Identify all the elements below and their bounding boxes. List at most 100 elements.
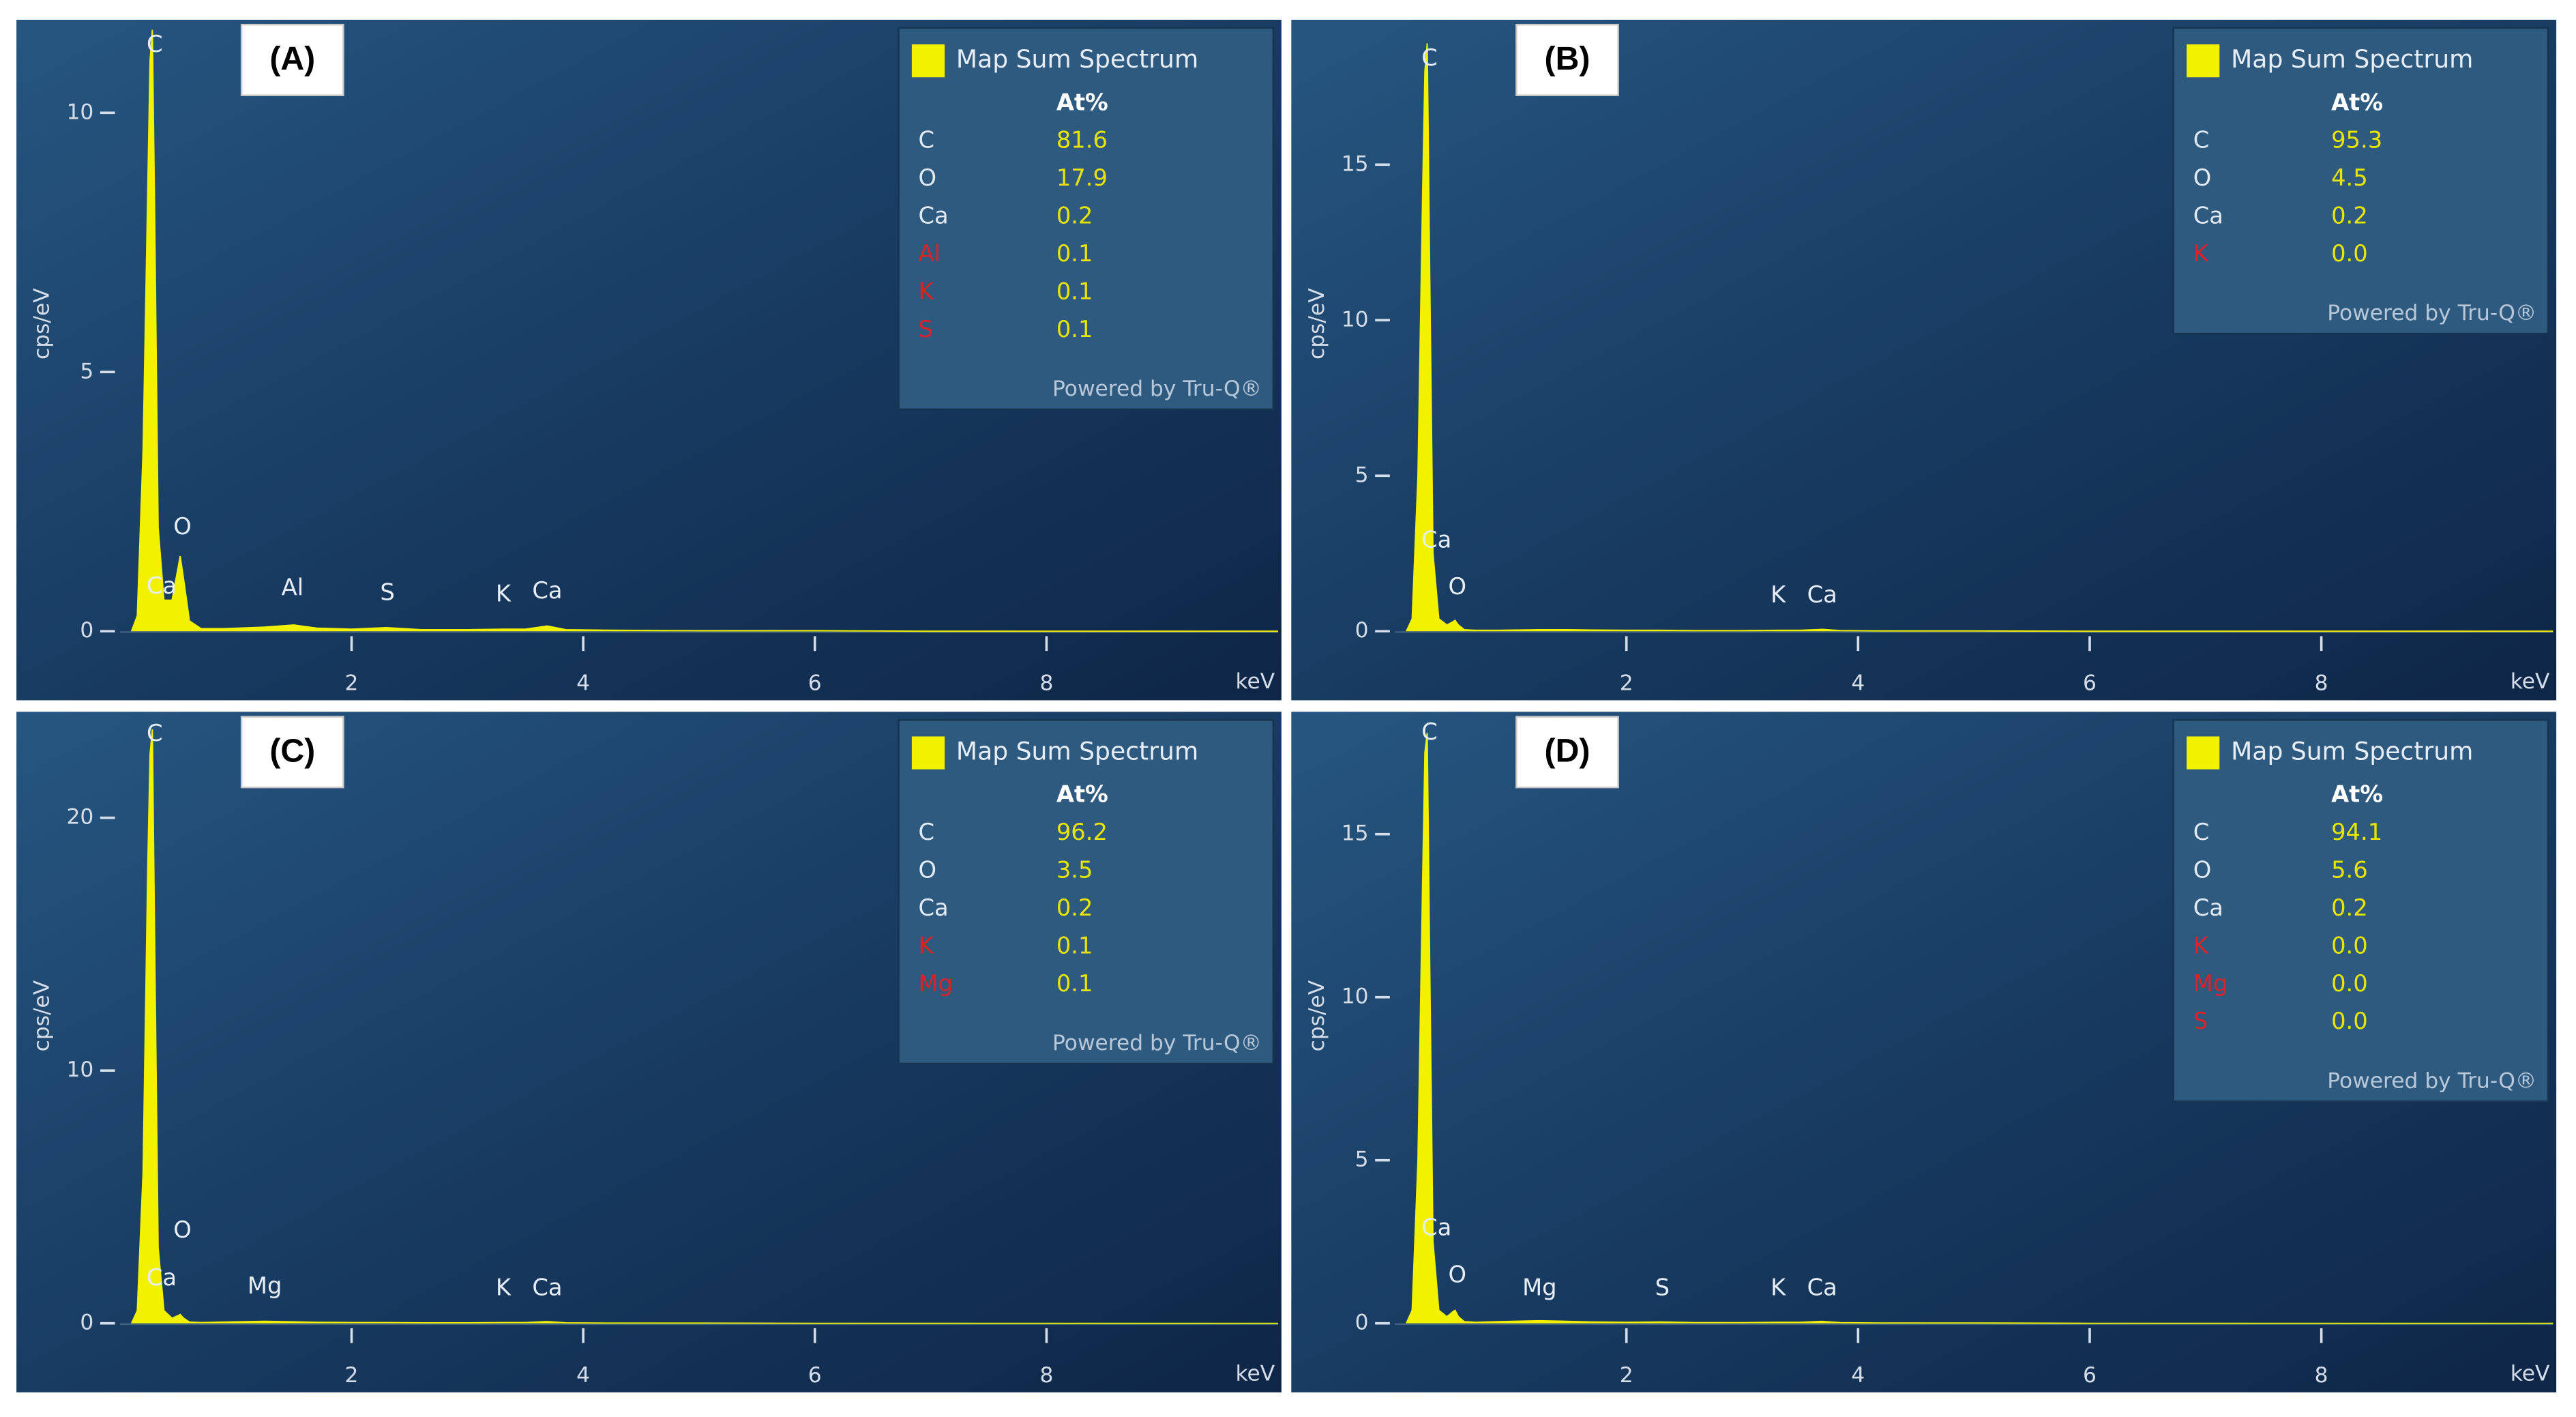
- y-tick-label: 5: [1355, 463, 1369, 487]
- x-tick-label: 2: [345, 1363, 359, 1388]
- legend-label: Map Sum Spectrum: [956, 44, 1198, 74]
- peak-label: O: [173, 513, 192, 540]
- quant-element: O: [2193, 857, 2212, 883]
- quant-header: At%: [1056, 89, 1108, 115]
- x-tick-label: 2: [1620, 671, 1633, 695]
- y-tick-label: 5: [80, 359, 93, 383]
- quant-value: 17.9: [1056, 164, 1108, 191]
- quant-element: Ca: [919, 894, 949, 921]
- panel: 0 5 10 15 2 4 6 8 keV cps/eV C Ca O Mg S K Ca (D) Map Sum …: [1291, 712, 2557, 1392]
- x-axis-label: keV: [2511, 1361, 2550, 1386]
- legend-box: [898, 719, 1275, 1065]
- x-tick-label: 6: [2083, 671, 2097, 695]
- quant-value: 0.1: [1056, 970, 1093, 997]
- quant-element: O: [919, 164, 937, 191]
- quant-element: C: [2193, 819, 2210, 845]
- legend-swatch: [2187, 44, 2220, 78]
- x-tick-label: 4: [1851, 671, 1865, 695]
- quant-value: 5.6: [2331, 857, 2368, 883]
- legend-swatch: [911, 736, 945, 770]
- quant-value: 0.2: [2331, 894, 2368, 921]
- quant-element: K: [2193, 932, 2209, 959]
- peak-label: C: [1421, 718, 1438, 745]
- x-axis-label: keV: [1236, 669, 1275, 694]
- panel-label: (D): [1545, 732, 1590, 769]
- peak-label: Ca: [147, 572, 177, 599]
- peak-label: Al: [282, 574, 304, 600]
- quant-header: At%: [1056, 781, 1108, 808]
- quant-element: Mg: [919, 970, 953, 997]
- spectrum-area: [130, 729, 1279, 1324]
- peak-label: Ca: [1807, 581, 1837, 608]
- peak-label: C: [147, 720, 163, 746]
- quant-element: Al: [919, 240, 941, 267]
- x-tick-label: 8: [2315, 671, 2328, 695]
- y-tick-label: 0: [80, 618, 93, 643]
- quant-element: S: [919, 316, 933, 342]
- spectrum-area: [1406, 733, 2553, 1324]
- peak-label: Mg: [248, 1272, 282, 1299]
- quant-value: 94.1: [2331, 819, 2382, 845]
- quant-value: 0.1: [1056, 932, 1093, 959]
- x-tick-label: 8: [2315, 1363, 2328, 1388]
- quant-value: 4.5: [2331, 164, 2368, 191]
- panel-label-box: [1515, 716, 1619, 789]
- peak-label: S: [380, 579, 394, 605]
- peak-label: S: [1655, 1274, 1670, 1300]
- quant-value: 0.2: [2331, 203, 2368, 229]
- y-tick-label: 5: [1355, 1148, 1369, 1172]
- quant-element: O: [919, 857, 937, 883]
- quant-value: 0.1: [1056, 240, 1093, 267]
- y-axis-label: cps/eV: [30, 288, 55, 360]
- quant-value: 0.0: [2331, 970, 2368, 997]
- quant-footer: Powered by Tru-Q®: [1052, 1031, 1262, 1055]
- quant-value: 0.0: [2331, 240, 2368, 267]
- quant-element: K: [2193, 240, 2209, 267]
- quant-element: C: [919, 127, 935, 154]
- legend-label: Map Sum Spectrum: [2231, 44, 2473, 74]
- legend-box: [898, 27, 1275, 411]
- peak-label: K: [1771, 1274, 1786, 1300]
- quant-value: 81.6: [1056, 127, 1108, 154]
- spectrum-area: [130, 29, 1279, 632]
- y-axis-label: cps/eV: [1305, 288, 1329, 360]
- peak-label: Mg: [1522, 1274, 1556, 1300]
- peak-label: Ca: [532, 577, 562, 604]
- quant-element: Ca: [919, 203, 949, 229]
- quant-footer: Powered by Tru-Q®: [1052, 377, 1262, 401]
- panel-label: (A): [269, 40, 315, 77]
- x-tick-label: 2: [345, 671, 359, 695]
- panel-label: (C): [269, 732, 315, 769]
- quant-element: C: [2193, 127, 2210, 154]
- y-tick-label: 0: [1355, 618, 1369, 643]
- peak-label: O: [1449, 1261, 1467, 1287]
- x-tick-label: 8: [1039, 1363, 1053, 1388]
- y-tick-label: 10: [66, 1057, 93, 1082]
- quant-element: O: [2193, 164, 2212, 191]
- y-tick-label: 10: [1342, 984, 1369, 1009]
- x-axis-label: keV: [1236, 1361, 1275, 1386]
- quant-header: At%: [2331, 89, 2383, 115]
- quant-value: 0.1: [1056, 316, 1093, 342]
- y-tick-label: 15: [1342, 151, 1369, 176]
- quant-footer: Powered by Tru-Q®: [2327, 301, 2536, 325]
- peak-label: Ca: [1807, 1274, 1837, 1300]
- legend-box: [2172, 27, 2549, 335]
- quant-value: 0.0: [2331, 932, 2368, 959]
- quant-value: 0.2: [1056, 203, 1093, 229]
- quant-value: 96.2: [1056, 819, 1108, 845]
- peak-label: K: [496, 581, 512, 607]
- legend-box: [2172, 719, 2549, 1102]
- panel-label-box: [240, 716, 344, 789]
- y-axis-label: cps/eV: [1305, 980, 1329, 1051]
- quant-element: Ca: [2193, 894, 2223, 921]
- quant-element: C: [919, 819, 935, 845]
- legend-swatch: [911, 44, 945, 78]
- quant-value: 0.2: [1056, 894, 1093, 921]
- y-tick-label: 20: [66, 805, 93, 830]
